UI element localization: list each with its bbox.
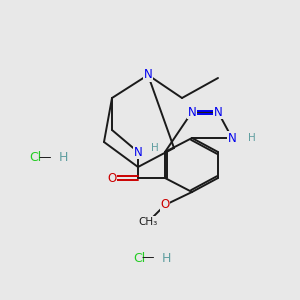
Text: Cl: Cl xyxy=(133,251,145,265)
Text: —: — xyxy=(142,251,154,265)
Text: —: — xyxy=(39,152,51,164)
Text: H: H xyxy=(58,152,68,164)
Text: H: H xyxy=(161,251,171,265)
Text: N: N xyxy=(214,106,222,118)
Text: N: N xyxy=(228,131,236,145)
Text: O: O xyxy=(107,172,117,184)
Text: Cl: Cl xyxy=(30,152,42,164)
Text: CH₃: CH₃ xyxy=(138,217,158,227)
Text: O: O xyxy=(160,199,169,212)
Text: H: H xyxy=(248,133,256,143)
Text: H: H xyxy=(151,143,159,153)
Text: N: N xyxy=(144,68,152,82)
Text: N: N xyxy=(134,146,142,158)
Text: N: N xyxy=(188,106,196,118)
